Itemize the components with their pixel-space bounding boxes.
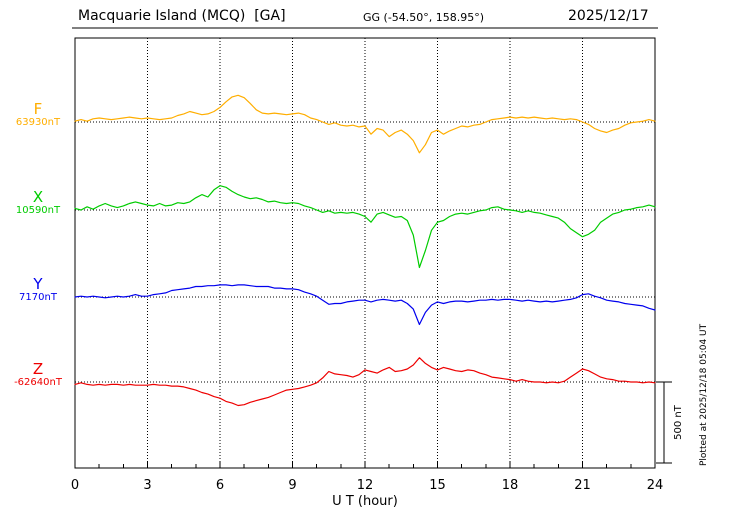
series-label-Z: Z -62640nT [6,360,70,389]
x-tick-label: 0 [71,478,79,493]
series-label-F: F 63930nT [6,100,70,129]
x-tick-label: 6 [216,478,224,493]
series-baseline-value-X: 10590nT [15,205,61,216]
plot-date: 2025/12/17 [568,8,649,24]
series-baseline-value-F: 63930nT [15,117,61,128]
series-letter-X: X [32,188,44,206]
x-tick-label: 12 [357,478,374,493]
series-baseline-value-Y: 7170nT [19,292,57,303]
series-baseline-value-Z: -62640nT [14,377,62,388]
scale-bar-label: 500 nT [673,404,684,440]
station-title: Macquarie Island (MCQ) [GA] [78,8,286,24]
series-letter-Z: Z [32,360,44,378]
x-tick-label: 9 [288,478,296,493]
station-coordinates: GG (-54.50°, 158.95°) [363,11,485,24]
plotted-at-note: Plotted at 2025/12/18 05:04 UT [699,323,709,466]
trace-Z [74,357,656,407]
plot-frame [74,37,656,469]
trace-F [74,94,656,154]
series-label-Y: Y 7170nT [6,275,70,304]
trace-X [74,185,656,269]
x-tick-label: 15 [429,478,446,493]
series-letter-Y: Y [33,275,43,293]
x-tick-label: 18 [502,478,519,493]
x-tick-label: 21 [574,478,591,493]
x-axis-title: U T (hour) [332,494,398,509]
trace-Y [74,284,656,326]
series-letter-F: F [33,100,43,118]
x-tick-label: 3 [143,478,151,493]
x-tick-label: 24 [647,478,664,493]
series-label-X: X 10590nT [6,188,70,217]
